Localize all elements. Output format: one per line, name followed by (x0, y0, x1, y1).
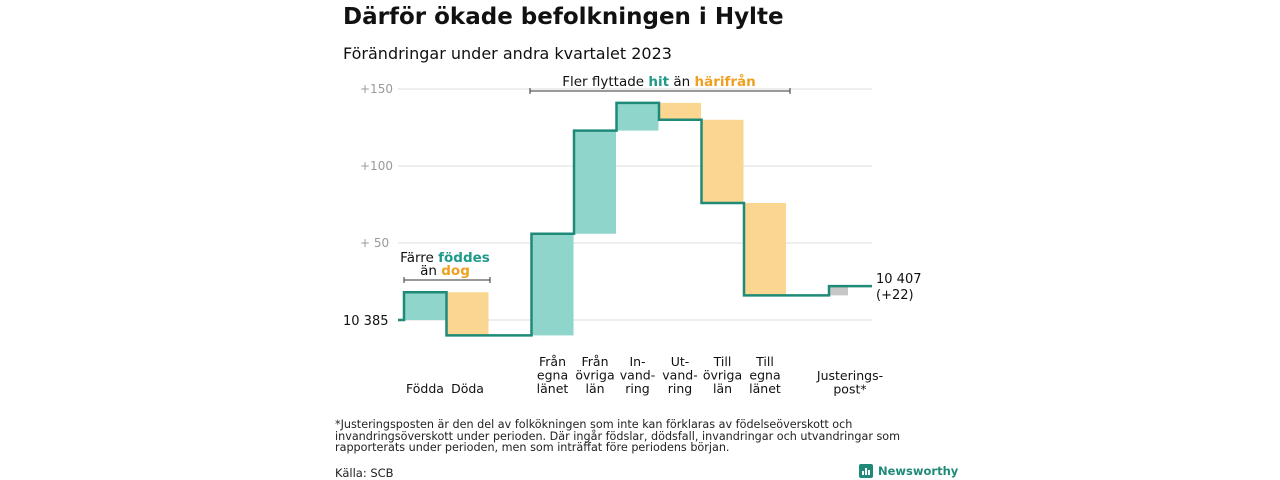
x-tick-label: Till egna länet (749, 354, 781, 396)
newsworthy-logo: Newsworthy (859, 464, 958, 478)
y-tick-label: + 50 (360, 236, 389, 250)
step-line (398, 101, 872, 337)
footnote: *Justeringsposten är den del av folkökni… (335, 418, 901, 454)
y-tick-label: +100 (360, 159, 393, 173)
bar (830, 286, 848, 296)
annotation-births-line2: än dog (420, 263, 470, 279)
annotation-births-line1: Färre föddes (400, 250, 490, 266)
annotation-migration: Fler flyttade hit än härifrån (562, 73, 756, 90)
newsworthy-logo-icon (859, 464, 873, 478)
y-tick-label: +150 (360, 82, 393, 96)
x-tick-label: Från övriga län (575, 354, 614, 396)
x-tick-label: Födda (406, 381, 444, 396)
bar (531, 233, 574, 336)
chart-title: Därför ökade befolkningen i Hylte (343, 4, 784, 30)
y-axis-ticks: +150 +100 + 50 (360, 82, 393, 250)
chart-subtitle: Förändringar under andra kvartalet 2023 (343, 44, 672, 63)
x-tick-label: Döda (451, 381, 484, 396)
bar (404, 292, 446, 320)
bars (404, 102, 848, 336)
start-value-label: 10 385 (343, 314, 389, 329)
x-tick-label: In-vand-ring (620, 354, 655, 396)
source: Källa: SCB (335, 466, 394, 480)
bar (659, 102, 701, 120)
end-change-label: (+22) (876, 288, 914, 303)
x-tick-label: Från egna länet (537, 354, 569, 396)
bar (744, 202, 786, 296)
bar (616, 102, 659, 131)
bar (701, 119, 744, 203)
x-tick-label: Till övriga län (703, 354, 742, 396)
bar (446, 292, 489, 336)
step-line-path (398, 101, 872, 337)
x-tick-label: Ut-vand-ring (662, 354, 697, 396)
newsworthy-logo-text: Newsworthy (878, 464, 959, 478)
bar (574, 130, 616, 234)
x-tick-label: Justerings-post* (816, 368, 883, 397)
end-value-label: 10 407 (876, 272, 922, 287)
